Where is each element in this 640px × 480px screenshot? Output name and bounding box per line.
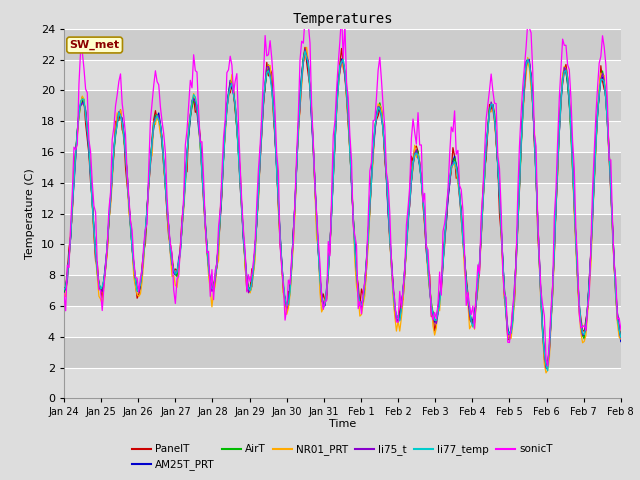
Bar: [64, 60, 621, 90]
Title: Temperatures: Temperatures: [292, 12, 393, 26]
Bar: [64, 244, 621, 275]
Bar: [64, 152, 621, 183]
Text: SW_met: SW_met: [70, 40, 120, 50]
Bar: [64, 306, 621, 337]
Y-axis label: Temperature (C): Temperature (C): [25, 168, 35, 259]
Bar: [64, 121, 621, 152]
Bar: [64, 214, 621, 244]
X-axis label: Time: Time: [329, 419, 356, 429]
Bar: [64, 337, 621, 368]
Bar: [64, 275, 621, 306]
Bar: [64, 90, 621, 121]
Legend: PanelT, AM25T_PRT, AirT, NR01_PRT, li75_t, li77_temp, sonicT: PanelT, AM25T_PRT, AirT, NR01_PRT, li75_…: [128, 440, 557, 475]
Bar: [64, 183, 621, 214]
Bar: [64, 29, 621, 60]
Bar: [64, 368, 621, 398]
